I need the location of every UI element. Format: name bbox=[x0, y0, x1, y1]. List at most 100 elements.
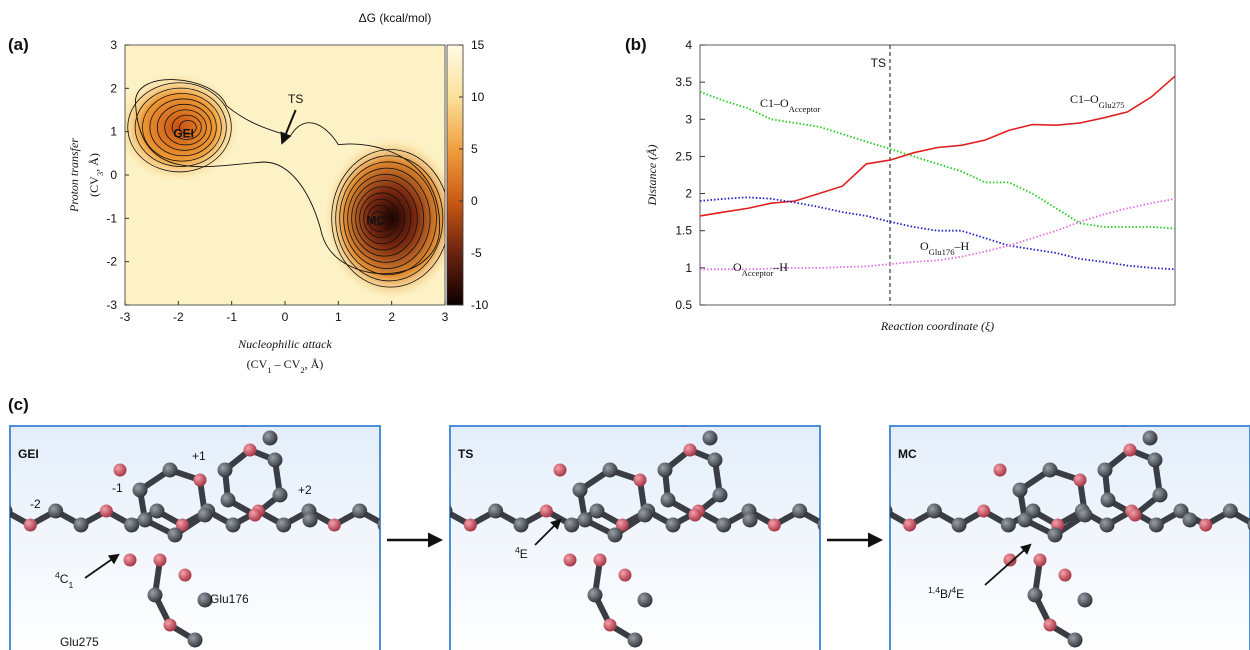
text-part: O bbox=[920, 239, 929, 253]
atom bbox=[638, 593, 653, 608]
atom bbox=[1043, 463, 1058, 478]
atom bbox=[273, 488, 288, 503]
atom bbox=[1068, 633, 1083, 648]
atom bbox=[564, 554, 577, 567]
x-tick-label: 0 bbox=[282, 310, 289, 324]
atom bbox=[488, 504, 503, 519]
atom bbox=[1013, 483, 1028, 498]
atom bbox=[352, 504, 367, 519]
atom bbox=[994, 464, 1007, 477]
structure-label: +1 bbox=[192, 449, 206, 463]
atom bbox=[564, 518, 579, 533]
atom bbox=[150, 504, 165, 519]
text-part: +2 bbox=[298, 483, 312, 497]
text-part: C1–O bbox=[1070, 92, 1099, 106]
atom bbox=[124, 554, 137, 567]
text-part: (CV bbox=[87, 176, 101, 197]
atom bbox=[679, 414, 692, 427]
ts-label: TS bbox=[871, 56, 886, 70]
structure-label: -2 bbox=[30, 497, 41, 511]
y-tick-label: -2 bbox=[106, 255, 117, 269]
atom bbox=[194, 474, 207, 487]
atom bbox=[1100, 518, 1115, 533]
atom bbox=[1124, 444, 1137, 457]
atom bbox=[179, 569, 192, 582]
series-line bbox=[700, 199, 1175, 269]
atom bbox=[540, 505, 553, 518]
atom bbox=[1183, 513, 1198, 528]
atom bbox=[1119, 414, 1132, 427]
atom bbox=[148, 588, 163, 603]
atom bbox=[661, 493, 676, 508]
atom bbox=[1044, 619, 1057, 632]
text-part: E bbox=[956, 587, 964, 601]
series-label: C1–OGlu275 bbox=[1070, 92, 1125, 110]
structure-label: Glu275 bbox=[60, 635, 99, 649]
atom bbox=[100, 505, 113, 518]
series-label: OGlu176–H bbox=[920, 239, 970, 257]
atom bbox=[590, 504, 605, 519]
atom bbox=[666, 518, 681, 533]
text-part: -2 bbox=[30, 497, 41, 511]
atom bbox=[684, 444, 697, 457]
atom bbox=[1199, 519, 1212, 532]
x-tick-label: 2 bbox=[388, 310, 395, 324]
atom bbox=[1001, 518, 1016, 533]
atom bbox=[708, 453, 723, 468]
atom bbox=[263, 431, 278, 446]
atom bbox=[114, 464, 127, 477]
atom bbox=[634, 474, 647, 487]
atom bbox=[628, 633, 643, 648]
atom bbox=[713, 488, 728, 503]
structure-label: Glu176 bbox=[210, 592, 249, 606]
x-tick-label: 1 bbox=[335, 310, 342, 324]
atom bbox=[198, 508, 213, 523]
atom bbox=[1149, 518, 1164, 533]
plot-frame bbox=[700, 45, 1175, 305]
atom bbox=[1223, 504, 1238, 519]
atom bbox=[154, 554, 167, 567]
atom bbox=[188, 633, 203, 648]
text-part: Acceptor bbox=[742, 268, 774, 278]
colorbar-tick-label: 0 bbox=[471, 194, 478, 208]
atom bbox=[268, 453, 283, 468]
x-axis-label: Nucleophilic attack bbox=[237, 337, 332, 351]
atom bbox=[952, 518, 967, 533]
atom bbox=[1143, 431, 1158, 446]
structure-box bbox=[450, 426, 820, 650]
y-tick-label: 1 bbox=[685, 261, 692, 275]
atom bbox=[689, 509, 702, 522]
text-part: (CV bbox=[247, 357, 268, 371]
atom bbox=[1074, 474, 1087, 487]
atom bbox=[24, 519, 37, 532]
atom bbox=[1078, 593, 1093, 608]
atom bbox=[1153, 488, 1168, 503]
atom bbox=[138, 513, 153, 528]
atom bbox=[554, 464, 567, 477]
x-tick-label: -1 bbox=[226, 310, 237, 324]
series-label: OAcceptor–H bbox=[733, 260, 788, 278]
atom bbox=[48, 504, 63, 519]
series-line bbox=[700, 92, 1175, 229]
atom bbox=[74, 518, 89, 533]
series-label: C1–OAcceptor bbox=[760, 96, 820, 114]
atom bbox=[1028, 588, 1043, 603]
y-tick-label: 1 bbox=[110, 125, 117, 139]
colorbar-label: ΔG (kcal/mol) bbox=[359, 11, 432, 25]
atom bbox=[903, 519, 916, 532]
text-part: 1,4 bbox=[928, 585, 940, 595]
atom bbox=[818, 518, 833, 533]
atom bbox=[604, 619, 617, 632]
atom bbox=[1098, 463, 1113, 478]
text-part: Glu275 bbox=[60, 635, 99, 649]
text-part: C bbox=[60, 572, 69, 586]
y-axis-units: (CV3, Å) bbox=[87, 153, 105, 197]
panel-label: (a) bbox=[8, 35, 29, 54]
figure: (a)-3-2-10123-3-2-10123Nucleophilic atta… bbox=[0, 0, 1250, 650]
atom bbox=[638, 508, 653, 523]
atom bbox=[1059, 569, 1072, 582]
y-tick-label: 2 bbox=[110, 81, 117, 95]
x-tick-label: -3 bbox=[120, 310, 131, 324]
atom bbox=[249, 509, 262, 522]
atom bbox=[1129, 509, 1142, 522]
